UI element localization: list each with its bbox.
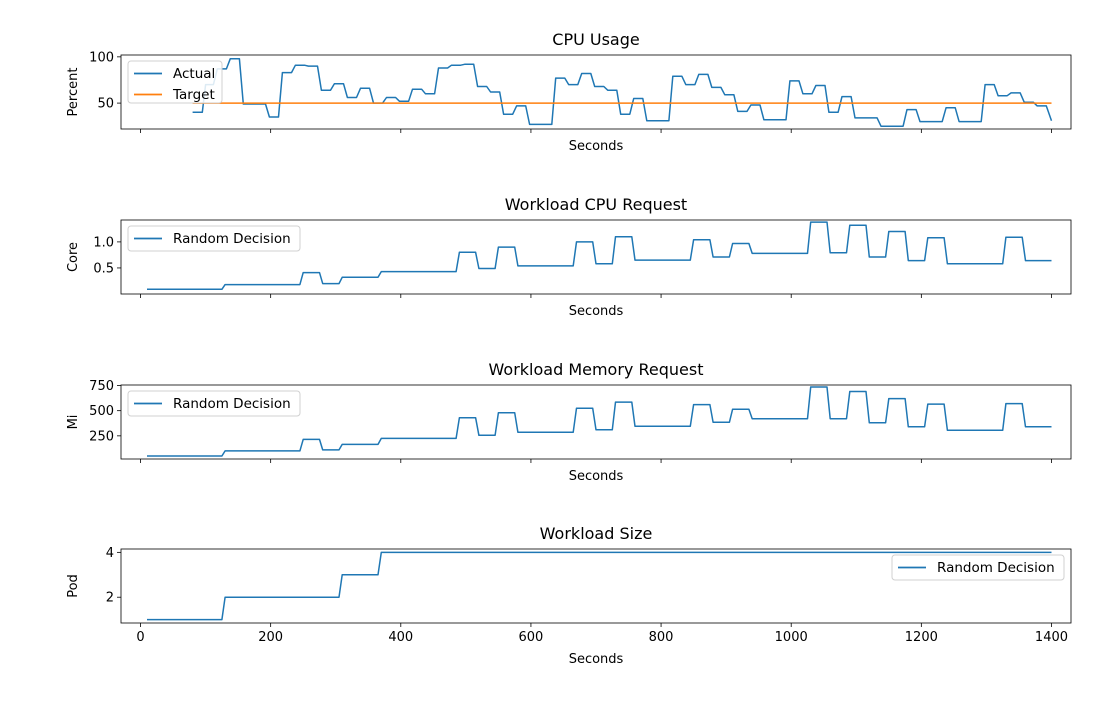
- chart-title: Workload Memory Request: [489, 360, 704, 379]
- y-axis-label: Pod: [66, 574, 81, 598]
- series-line-1: [147, 221, 1052, 291]
- legend-label-1: Random Decision: [173, 396, 291, 412]
- chart-title: CPU Usage: [552, 30, 639, 49]
- plot-area: [192, 57, 1053, 127]
- x-axis-label: Seconds: [569, 469, 624, 484]
- y-tick-label: 500: [89, 404, 114, 419]
- x-tick-label: 0: [136, 630, 144, 645]
- y-tick-label: 750: [89, 379, 114, 394]
- chart-panel-4: Workload Size 0 200 400 600 800 1000 1200 1400 2 4…: [66, 524, 1072, 667]
- x-tick-label: 1200: [905, 630, 938, 645]
- y-tick-label: 2: [106, 591, 114, 606]
- legend-label-1: Random Decision: [173, 231, 291, 247]
- y-axis-label: Percent: [66, 68, 81, 117]
- chart-panel-2: Workload CPU Request 0.5 1.0 Seconds Core Ran…: [66, 195, 1072, 319]
- x-tick-label: 1400: [1035, 630, 1068, 645]
- y-axis-label: Core: [66, 242, 81, 272]
- axes-frame: [120, 384, 1072, 460]
- chart-panel-3: Workload Memory Request 250 500 750 Seconds M…: [66, 360, 1072, 484]
- legend: Actual Target: [127, 60, 223, 104]
- y-tick-label: 50: [97, 97, 114, 112]
- plot-area: [147, 386, 1052, 457]
- plot-area: [147, 221, 1052, 291]
- series-line-1: [192, 57, 1053, 127]
- legend-label-2: Target: [172, 87, 215, 103]
- axes-frame: [120, 219, 1072, 295]
- x-tick-label: 1000: [775, 630, 808, 645]
- y-tick-label: 4: [106, 546, 114, 561]
- x-tick-label: 400: [388, 630, 413, 645]
- legend-box: [127, 390, 301, 417]
- x-tick-label: 200: [258, 630, 283, 645]
- legend: Random Decision: [891, 554, 1065, 581]
- y-tick-label: 100: [89, 50, 114, 65]
- axes-frame: [120, 54, 1072, 130]
- axes-frame: [120, 548, 1072, 624]
- y-tick-label: 1.0: [93, 235, 114, 250]
- y-tick-label: 0.5: [93, 261, 114, 276]
- series-line-1: [147, 551, 1052, 621]
- x-axis-label: Seconds: [569, 139, 624, 154]
- chart-panel-1: CPU Usage 50 100 Seconds Percent Actual Target: [66, 30, 1072, 154]
- x-axis-label: Seconds: [569, 652, 624, 667]
- legend-label-1: Random Decision: [937, 560, 1055, 576]
- chart-title: Workload Size: [540, 524, 653, 543]
- legend-box: [891, 554, 1065, 581]
- y-tick-label: 250: [89, 429, 114, 444]
- legend-label-1: Actual: [173, 66, 215, 82]
- x-tick-label: 600: [519, 630, 544, 645]
- legend: Random Decision: [127, 390, 301, 417]
- legend-box: [127, 225, 301, 252]
- x-axis-label: Seconds: [569, 304, 624, 319]
- x-tick-label: 800: [649, 630, 674, 645]
- y-axis-label: Mi: [66, 415, 81, 430]
- series-line-1: [147, 386, 1052, 457]
- legend-box: [127, 60, 223, 104]
- plot-area: [147, 551, 1052, 621]
- legend: Random Decision: [127, 225, 301, 252]
- chart-title: Workload CPU Request: [505, 195, 687, 214]
